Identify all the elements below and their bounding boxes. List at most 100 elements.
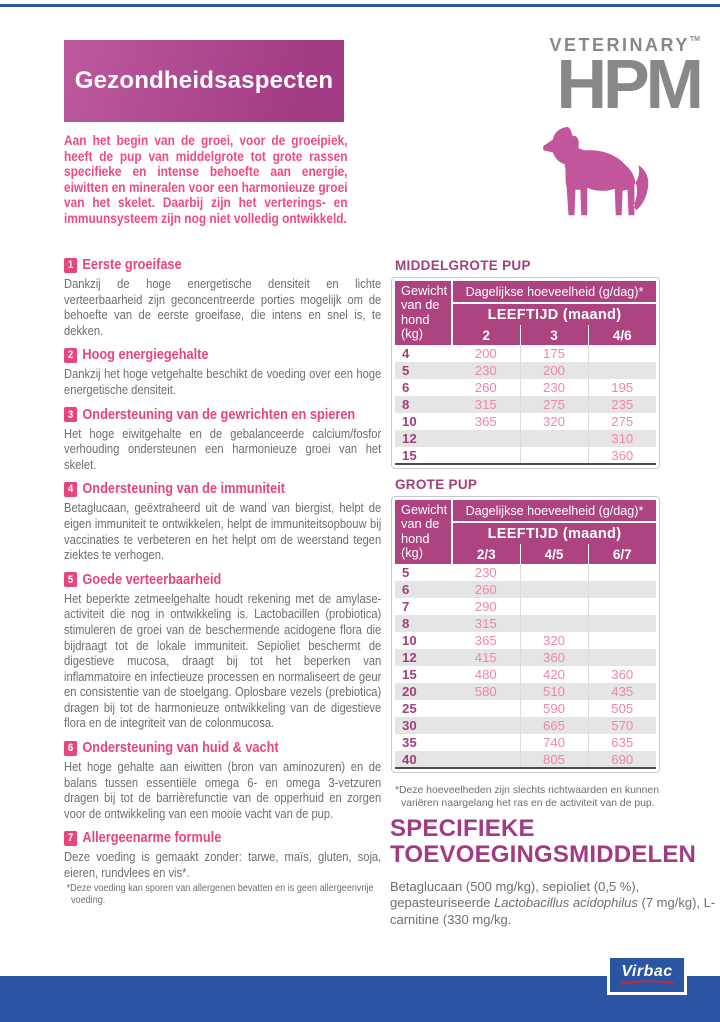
value-cell: 580 bbox=[452, 683, 520, 700]
table-row: 40 805 690 bbox=[395, 751, 656, 769]
section-body: Dankzij het hoge vetgehalte beschikt de … bbox=[64, 366, 382, 397]
weight-cell: 35 bbox=[402, 735, 417, 750]
value-cell bbox=[519, 615, 588, 632]
section-number-badge: 5 bbox=[64, 572, 78, 588]
amount-header: Dagelijkse hoeveelheid (g/dag)* bbox=[452, 500, 656, 523]
section-body: Dankzij de hoge energetische densiteit e… bbox=[64, 276, 382, 338]
weight-cell: 5 bbox=[395, 362, 452, 379]
weight-cell: 10 bbox=[402, 633, 417, 648]
value-cell: 315 bbox=[452, 396, 520, 413]
table-row: 4 200 175 bbox=[395, 345, 656, 362]
value-cell bbox=[519, 564, 588, 581]
footer-bar bbox=[0, 976, 720, 1022]
additives-body: Betaglucaan (500 mg/kg), sepioliet (0,5 … bbox=[390, 878, 716, 927]
page-title-box: Gezondheidsaspecten bbox=[64, 40, 344, 122]
value-cell: 320 bbox=[519, 632, 588, 649]
age-column-header: 2/3 bbox=[452, 544, 520, 564]
section-title: Goede verteerbaarheid bbox=[82, 571, 222, 588]
section-title: Allergeenarme formule bbox=[82, 830, 222, 847]
weight-cell: 30 bbox=[395, 717, 452, 734]
section-body: Betaglucaan, geëxtraheerd uit de wand va… bbox=[64, 500, 382, 563]
section-heading: 5 Goede verteerbaarheid bbox=[64, 572, 381, 588]
table-row: 7 290 bbox=[395, 598, 656, 615]
table-row: 6 260 bbox=[395, 581, 656, 598]
section-body: Deze voeding is gemaakt zonder: tarwe, m… bbox=[64, 849, 382, 881]
value-cell: 260 bbox=[474, 380, 497, 395]
table-row: 20 580 510 435 bbox=[395, 683, 656, 700]
section-heading: 4 Ondersteuning van de immuniteit bbox=[64, 481, 381, 497]
value-cell: 805 bbox=[519, 751, 588, 769]
value-cell: 175 bbox=[519, 345, 588, 362]
weight-cell: 40 bbox=[395, 751, 452, 769]
value-cell bbox=[587, 362, 656, 379]
tables-column: MIDDELGROTE PUP Gewicht van de hond (kg) D… bbox=[391, 258, 660, 810]
weight-cell: 8 bbox=[395, 615, 452, 632]
value-cell bbox=[519, 581, 588, 598]
value-cell: 235 bbox=[587, 396, 656, 413]
section-body: Het hoge eiwitgehalte en de gebalanceerd… bbox=[64, 425, 382, 472]
section-body: Het hoge gehalte aan eiwitten (bron van … bbox=[64, 759, 382, 821]
value-cell: 230 bbox=[474, 565, 497, 580]
value-cell: 275 bbox=[519, 396, 588, 413]
table-row: 10 365 320 275 bbox=[395, 413, 656, 430]
table-row: 25 590 505 bbox=[395, 700, 656, 717]
section-4: 4 Ondersteuning van de immuniteit Betagluc… bbox=[64, 481, 381, 562]
section-number-badge: 6 bbox=[64, 740, 78, 756]
value-cell bbox=[587, 598, 656, 615]
section-title: Ondersteuning van de gewrichten en spier… bbox=[82, 406, 356, 423]
value-cell: 260 bbox=[452, 581, 520, 598]
value-cell: 665 bbox=[519, 717, 588, 734]
table-row: 6 260 230 195 bbox=[395, 379, 656, 396]
section-number-badge: 7 bbox=[64, 830, 78, 846]
table-row: 8 315 275 235 bbox=[395, 396, 656, 413]
value-cell: 310 bbox=[587, 430, 656, 447]
weight-column-header: Gewicht van de hond (kg) bbox=[395, 500, 453, 564]
table-row: 10 365 320 bbox=[395, 632, 656, 649]
value-cell: 590 bbox=[519, 700, 588, 717]
weight-cell: 25 bbox=[402, 701, 417, 716]
section-title: Ondersteuning van de immuniteit bbox=[82, 481, 286, 498]
value-cell bbox=[587, 649, 656, 666]
section-heading: 7 Allergeenarme formule bbox=[64, 830, 381, 846]
section-footnote: *Deze voeding kan sporen van allergenen … bbox=[66, 882, 374, 907]
veterinary-hpm-logo: VETERINARYTM HPM bbox=[550, 36, 704, 119]
weight-cell: 4 bbox=[402, 346, 410, 361]
table-row: 12 415 360 bbox=[395, 649, 656, 666]
sections-column: 1 Eerste groeifase Dankzij de hoge energet… bbox=[64, 257, 381, 917]
amount-header: Dagelijkse hoeveelheid (g/dag)* bbox=[452, 281, 656, 304]
age-column-header: 2 bbox=[452, 325, 520, 345]
additives-section: SPECIFIEKE TOEVOEGINGSMIDDELEN Betagluca… bbox=[390, 816, 720, 928]
age-column-header: 4/6 bbox=[587, 325, 656, 345]
value-cell bbox=[452, 717, 520, 734]
weight-cell: 20 bbox=[395, 683, 452, 700]
value-cell: 420 bbox=[519, 666, 588, 683]
value-cell: 320 bbox=[519, 413, 588, 430]
value-cell bbox=[587, 345, 656, 362]
value-cell bbox=[587, 564, 656, 581]
age-column-header: 4/5 bbox=[519, 544, 588, 564]
section-number-badge: 2 bbox=[64, 347, 78, 363]
table-row: 30 665 570 bbox=[395, 717, 656, 734]
page-title: Gezondheidsaspecten bbox=[74, 67, 334, 94]
virbac-logo: Virbac bbox=[607, 955, 687, 995]
weight-cell: 6 bbox=[402, 380, 410, 395]
weight-column-header: Gewicht van de hond (kg) bbox=[395, 281, 453, 345]
section-title: Eerste groeifase bbox=[82, 257, 182, 273]
section-7: 7 Allergeenarme formule Deze voeding is ge… bbox=[64, 830, 381, 907]
table-row: 5 230 bbox=[395, 564, 656, 581]
section-body: Het beperkte zetmeelgehalte houdt rekeni… bbox=[64, 590, 382, 731]
trademark-symbol: TM bbox=[689, 36, 700, 43]
virbac-wordmark: Virbac bbox=[621, 963, 673, 980]
value-cell: 360 bbox=[587, 447, 656, 465]
virbac-red-swoosh bbox=[619, 980, 675, 985]
section-2: 2 Hoog energiegehalte Dankzij het hoge vet… bbox=[64, 347, 381, 397]
value-cell: 740 bbox=[519, 734, 588, 751]
value-cell bbox=[519, 430, 588, 447]
value-cell: 315 bbox=[452, 615, 520, 632]
value-cell bbox=[587, 581, 656, 598]
table-title: GROTE PUP bbox=[395, 477, 478, 492]
value-cell bbox=[587, 615, 656, 632]
value-cell: 290 bbox=[474, 599, 497, 614]
value-cell: 635 bbox=[587, 734, 656, 751]
